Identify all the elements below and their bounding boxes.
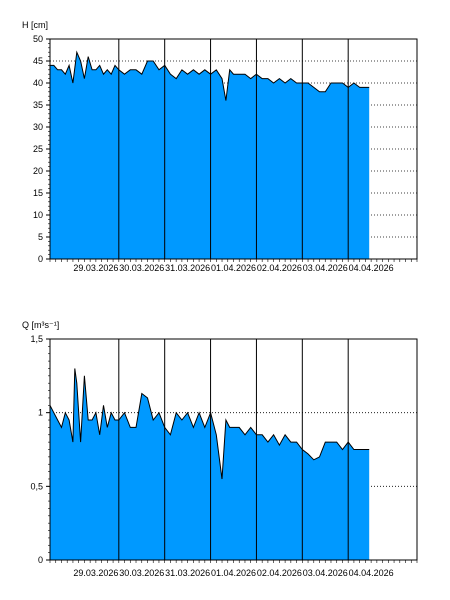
q-x-tick-label-01.04.2026: 01.04.2026 — [211, 568, 256, 578]
h-x-tick-label-04.04.2026: 04.04.2026 — [349, 263, 394, 273]
h-y-tick-label-50: 50 — [33, 34, 43, 44]
h-y-tick-label-15: 15 — [33, 188, 43, 198]
h-y-tick-label-40: 40 — [33, 78, 43, 88]
h-day-lines — [118, 39, 349, 259]
q-x-tick-label-30.03.2026: 30.03.2026 — [119, 568, 164, 578]
h-series-area — [50, 52, 370, 260]
h-y-tick-label-30: 30 — [33, 122, 43, 132]
q-x-tick-label-02.04.2026: 02.04.2026 — [257, 568, 302, 578]
q-y-tick-label-1: 1 — [38, 408, 43, 418]
q-y-axis-label: Q [m³s⁻¹] — [22, 320, 59, 330]
h-y-tick-label-20: 20 — [33, 166, 43, 176]
h-y-tick-label-5: 5 — [38, 232, 43, 242]
h-y-tick-label-25: 25 — [33, 144, 43, 154]
q-series-area — [50, 368, 370, 560]
h-x-tick-label-29.03.2026: 29.03.2026 — [73, 263, 118, 273]
h-x-tick-label-30.03.2026: 30.03.2026 — [119, 263, 164, 273]
h-series-line — [50, 50, 370, 101]
q-x-ticks: 29.03.2026 30.03.2026 31.03.2026 01.04.2026… — [49, 560, 418, 578]
h-y-tick-label-45: 45 — [33, 56, 43, 66]
h-x-tick-label-31.03.2026: 31.03.2026 — [165, 263, 210, 273]
h-x-tick-label-03.04.2026: 03.04.2026 — [303, 263, 348, 273]
h-x-tick-label-02.04.2026: 02.04.2026 — [257, 263, 302, 273]
h-y-tick-label-10: 10 — [33, 210, 43, 220]
q-y-ticks: 0 0,5 1 1,5 — [30, 334, 50, 565]
q-x-tick-label-04.04.2026: 04.04.2026 — [349, 568, 394, 578]
h-y-tick-label-35: 35 — [33, 100, 43, 110]
q-x-tick-label-31.03.2026: 31.03.2026 — [165, 568, 210, 578]
q-x-tick-label-03.04.2026: 03.04.2026 — [303, 568, 348, 578]
h-x-tick-label-01.04.2026: 01.04.2026 — [211, 263, 256, 273]
discharge-chart: Q [m³s⁻¹] 0 0,5 1 1,5 29.03.2026 30.03.2026 3… — [22, 320, 418, 578]
h-y-tick-label-0: 0 — [38, 254, 43, 264]
q-y-tick-label-0: 0 — [38, 555, 43, 565]
q-x-tick-label-29.03.2026: 29.03.2026 — [73, 568, 118, 578]
h-x-ticks: 29.03.2026 30.03.2026 31.03.2026 01.04.2026… — [49, 259, 418, 273]
q-day-lines — [118, 339, 349, 560]
q-y-tick-label-1-5: 1,5 — [30, 334, 43, 344]
q-series-line — [49, 368, 370, 480]
water-level-chart: H [cm] 0 5 10 15 20 25 30 35 40 45 50 29.03.2026 30… — [22, 20, 418, 273]
q-y-tick-label-0-5: 0,5 — [30, 481, 43, 491]
h-y-ticks: 0 5 10 15 20 25 30 35 40 45 50 — [33, 34, 50, 264]
h-y-axis-label: H [cm] — [22, 20, 48, 30]
